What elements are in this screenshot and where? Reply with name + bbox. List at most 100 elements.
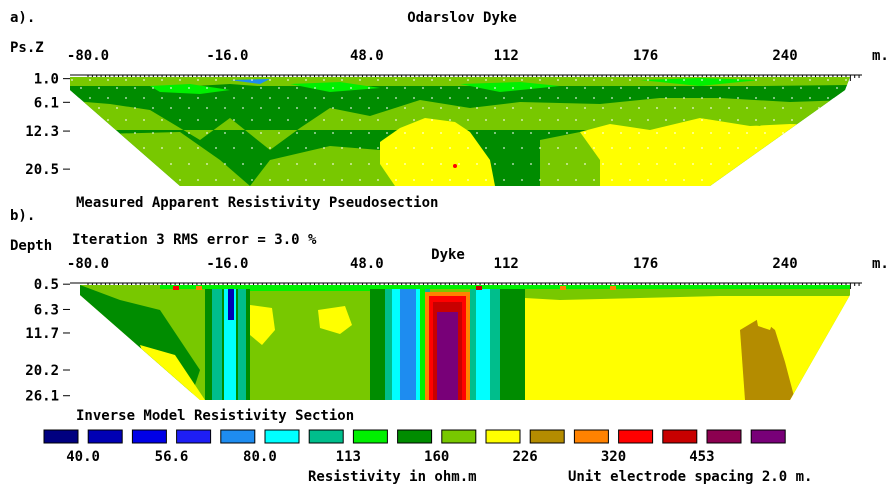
data-point bbox=[764, 163, 766, 165]
data-point bbox=[638, 132, 640, 134]
data-point bbox=[197, 119, 199, 121]
data-point bbox=[728, 87, 730, 89]
data-point bbox=[539, 147, 541, 149]
data-point bbox=[116, 87, 118, 89]
data-point bbox=[431, 119, 433, 121]
data-point bbox=[845, 147, 847, 149]
data-point bbox=[746, 163, 748, 165]
data-point bbox=[107, 179, 109, 181]
data-point bbox=[791, 147, 793, 149]
data-point bbox=[512, 107, 514, 109]
data-point bbox=[251, 79, 253, 81]
data-point bbox=[260, 87, 262, 89]
data-point bbox=[359, 97, 361, 99]
data-point bbox=[791, 119, 793, 121]
data-point bbox=[296, 87, 298, 89]
data-point bbox=[683, 179, 685, 181]
data-point bbox=[179, 97, 181, 99]
data-point bbox=[188, 107, 190, 109]
data-point bbox=[215, 119, 217, 121]
legend-swatch bbox=[529, 429, 565, 444]
data-point bbox=[377, 147, 379, 149]
data-point bbox=[242, 87, 244, 89]
data-point bbox=[386, 163, 388, 165]
data-point bbox=[656, 87, 658, 89]
data-point bbox=[242, 163, 244, 165]
data-point bbox=[701, 179, 703, 181]
data-point bbox=[692, 132, 694, 134]
data-point bbox=[485, 79, 487, 81]
data-point bbox=[836, 87, 838, 89]
data-point bbox=[467, 179, 469, 181]
data-point bbox=[404, 132, 406, 134]
data-point bbox=[125, 119, 127, 121]
data-point bbox=[323, 147, 325, 149]
data-point bbox=[476, 163, 478, 165]
data-point bbox=[575, 147, 577, 149]
data-point bbox=[323, 79, 325, 81]
data-point bbox=[737, 79, 739, 81]
y-tick-label: 6.1 bbox=[34, 95, 59, 111]
data-point bbox=[548, 107, 550, 109]
legend-swatch bbox=[662, 429, 698, 444]
data-point bbox=[206, 87, 208, 89]
data-point bbox=[377, 97, 379, 99]
data-point bbox=[215, 179, 217, 181]
data-point bbox=[206, 132, 208, 134]
data-point bbox=[242, 132, 244, 134]
data-point bbox=[386, 107, 388, 109]
data-point bbox=[710, 163, 712, 165]
panel-b-label: b). bbox=[10, 208, 35, 224]
data-point bbox=[89, 147, 91, 149]
x-tick-label: 48.0 bbox=[350, 256, 384, 272]
data-point bbox=[674, 132, 676, 134]
data-point bbox=[341, 147, 343, 149]
data-point-markers bbox=[71, 79, 847, 181]
data-point bbox=[494, 107, 496, 109]
panel-b-x-unit: m. bbox=[872, 256, 889, 272]
data-point bbox=[665, 97, 667, 99]
data-point bbox=[800, 163, 802, 165]
legend-swatch bbox=[750, 429, 786, 444]
data-point bbox=[179, 79, 181, 81]
data-point bbox=[89, 79, 91, 81]
data-point bbox=[332, 107, 334, 109]
data-point bbox=[233, 79, 235, 81]
data-point bbox=[278, 87, 280, 89]
data-point bbox=[476, 107, 478, 109]
data-point bbox=[710, 87, 712, 89]
data-point bbox=[269, 147, 271, 149]
data-point bbox=[224, 107, 226, 109]
data-point bbox=[566, 107, 568, 109]
data-point bbox=[728, 132, 730, 134]
data-point bbox=[251, 147, 253, 149]
data-point bbox=[755, 179, 757, 181]
data-point bbox=[107, 79, 109, 81]
data-point bbox=[485, 97, 487, 99]
legend-swatch bbox=[87, 429, 123, 444]
data-point bbox=[512, 87, 514, 89]
data-point bbox=[701, 97, 703, 99]
y-tick-label: 6.3 bbox=[34, 302, 59, 318]
data-point bbox=[818, 107, 820, 109]
x-tick-label: -16.0 bbox=[206, 256, 248, 272]
data-point bbox=[764, 107, 766, 109]
data-point bbox=[89, 119, 91, 121]
data-point bbox=[773, 179, 775, 181]
data-point bbox=[359, 179, 361, 181]
data-point bbox=[431, 79, 433, 81]
data-point bbox=[593, 97, 595, 99]
data-point bbox=[575, 79, 577, 81]
data-point bbox=[548, 163, 550, 165]
x-tick-label: 240 bbox=[772, 256, 797, 272]
legend-value-label: 80.0 bbox=[243, 449, 277, 465]
data-point bbox=[647, 179, 649, 181]
data-point bbox=[395, 179, 397, 181]
data-point bbox=[665, 79, 667, 81]
data-point bbox=[161, 179, 163, 181]
data-point bbox=[89, 97, 91, 99]
data-point bbox=[170, 163, 172, 165]
data-point bbox=[827, 179, 829, 181]
data-point bbox=[683, 147, 685, 149]
data-point bbox=[287, 97, 289, 99]
